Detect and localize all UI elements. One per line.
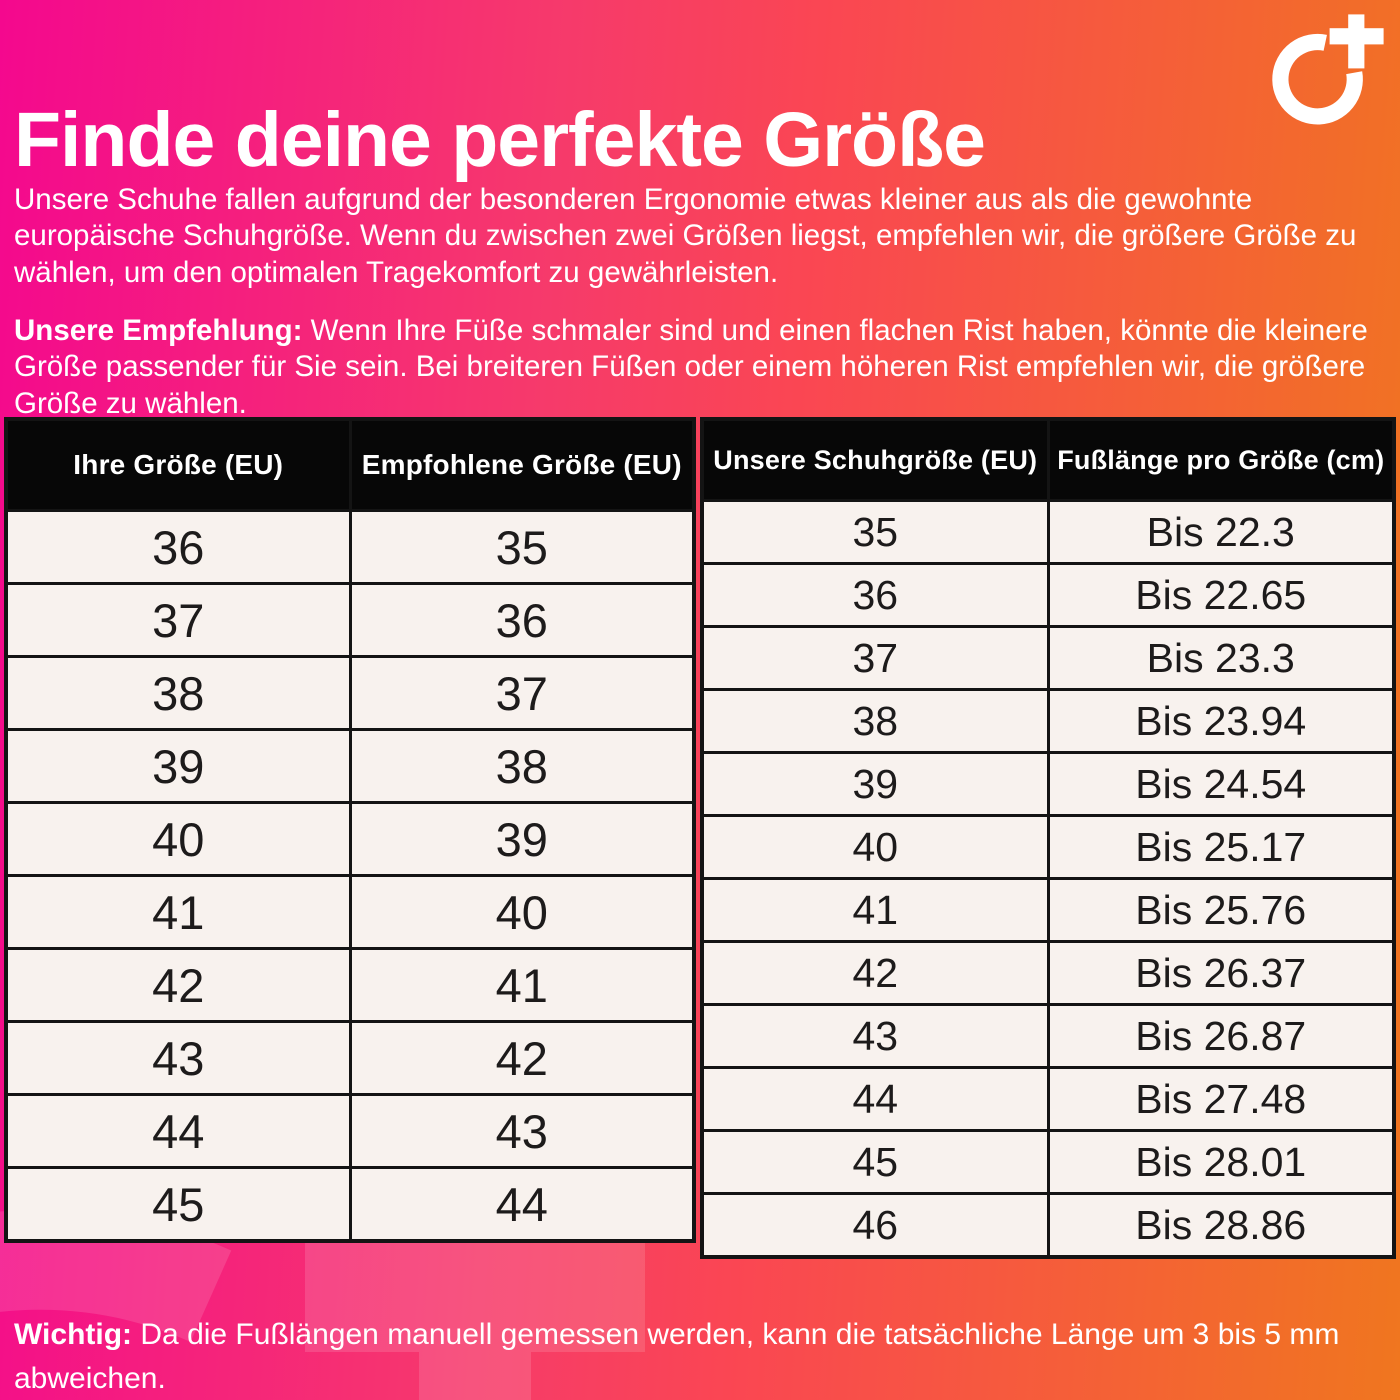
table-cell: 39: [348, 801, 696, 877]
logo-plus-vertical: [1348, 14, 1365, 69]
table-cell: 36: [4, 509, 352, 585]
table-cell: 40: [348, 874, 696, 950]
length-table-body: 35 Bis 22.3 36 Bis 22.65 37 Bis 23.3 38 Bis 23.…: [700, 499, 1396, 1259]
foot-length-row: 35 Bis 22.3: [700, 499, 1396, 565]
table-cell: 36: [348, 582, 696, 658]
length-table-header-foot-length: Fußlänge pro Größe (cm): [1046, 417, 1396, 502]
table-cell: 42: [348, 1020, 696, 1096]
table-cell: Bis 23.3: [1046, 625, 1396, 691]
foot-length-row: 40 Bis 25.17: [700, 814, 1396, 880]
size-conversion-row: 36 35: [4, 509, 696, 585]
foot-length-row: 37 Bis 23.3: [700, 625, 1396, 691]
table-cell: 46: [700, 1192, 1050, 1259]
table-cell: 35: [700, 499, 1050, 565]
table-cell: 42: [700, 940, 1050, 1006]
foot-length-row: 42 Bis 26.37: [700, 940, 1396, 1006]
foot-length-row: 41 Bis 25.76: [700, 877, 1396, 943]
length-table-header-shoe-size: Unsere Schuhgröße (EU): [700, 417, 1050, 502]
table-cell: 42: [4, 947, 352, 1023]
table-cell: 37: [700, 625, 1050, 691]
foot-length-row: 36 Bis 22.65: [700, 562, 1396, 628]
logo-ring: [1272, 33, 1363, 125]
size-table-body: 36 35 37 36 38 37 39 38 40 39 41 40 42 41 43 42 44 43 45 44: [4, 509, 696, 1243]
size-conversion-row: 44 43: [4, 1093, 696, 1169]
table-cell: 37: [4, 582, 352, 658]
size-conversion-row: 37 36: [4, 582, 696, 658]
table-cell: 44: [4, 1093, 352, 1169]
foot-length-row: 46 Bis 28.86: [700, 1192, 1396, 1259]
foot-length-row: 44 Bis 27.48: [700, 1066, 1396, 1132]
important-note: Wichtig: Da die Fußlängen manuell gemess…: [14, 1313, 1399, 1400]
foot-length-table: Unsere Schuhgröße (EU) Fußlänge pro Größ…: [700, 417, 1396, 1259]
table-cell: 44: [700, 1066, 1050, 1132]
table-cell: Bis 22.65: [1046, 562, 1396, 628]
size-conversion-row: 38 37: [4, 655, 696, 731]
size-conversion-row: 45 44: [4, 1166, 696, 1243]
table-cell: 41: [348, 947, 696, 1023]
table-cell: 36: [700, 562, 1050, 628]
table-cell: 38: [4, 655, 352, 731]
table-cell: 38: [348, 728, 696, 804]
table-cell: 41: [4, 874, 352, 950]
table-cell: Bis 28.86: [1046, 1192, 1396, 1259]
table-cell: 38: [700, 688, 1050, 754]
table-cell: 37: [348, 655, 696, 731]
foot-length-row: 43 Bis 26.87: [700, 1003, 1396, 1069]
size-table-header-row: Ihre Größe (EU) Empfohlene Größe (EU): [4, 417, 696, 512]
size-conversion-row: 42 41: [4, 947, 696, 1023]
size-conversion-row: 41 40: [4, 874, 696, 950]
size-conversion-row: 39 38: [4, 728, 696, 804]
table-cell: 43: [4, 1020, 352, 1096]
important-note-body: Da die Fußlängen manuell gemessen werden…: [14, 1318, 1340, 1395]
size-conversion-row: 43 42: [4, 1020, 696, 1096]
foot-length-row: 45 Bis 28.01: [700, 1129, 1396, 1195]
table-cell: 44: [348, 1166, 696, 1243]
recommendation-text: Unsere Empfehlung: Wenn Ihre Füße schmal…: [14, 313, 1399, 424]
table-cell: Bis 26.87: [1046, 1003, 1396, 1069]
size-table-header-recommended-size: Empfohlene Größe (EU): [348, 417, 696, 512]
table-cell: 45: [4, 1166, 352, 1243]
recommendation-body: Wenn Ihre Füße schmaler sind und einen f…: [14, 313, 1368, 421]
length-table-header-row: Unsere Schuhgröße (EU) Fußlänge pro Größ…: [700, 417, 1396, 502]
page-title: Finde deine perfekte Größe: [14, 96, 986, 183]
table-cell: 35: [348, 509, 696, 585]
table-cell: 39: [4, 728, 352, 804]
table-cell: Bis 24.54: [1046, 751, 1396, 817]
important-note-label: Wichtig:: [14, 1318, 133, 1351]
table-cell: Bis 25.17: [1046, 814, 1396, 880]
table-cell: 45: [700, 1129, 1050, 1195]
table-cell: Bis 25.76: [1046, 877, 1396, 943]
table-cell: Bis 22.3: [1046, 499, 1396, 565]
foot-length-row: 39 Bis 24.54: [700, 751, 1396, 817]
table-cell: Bis 28.01: [1046, 1129, 1396, 1195]
table-cell: Bis 23.94: [1046, 688, 1396, 754]
size-conversion-row: 40 39: [4, 801, 696, 877]
table-cell: 41: [700, 877, 1050, 943]
intro-text: Unsere Schuhe fallen aufgrund der besond…: [14, 182, 1357, 290]
table-cell: 39: [700, 751, 1050, 817]
table-cell: Bis 27.48: [1046, 1066, 1396, 1132]
size-table-header-your-size: Ihre Größe (EU): [4, 417, 352, 512]
recommendation-label: Unsere Empfehlung:: [14, 313, 303, 347]
foot-length-row: 38 Bis 23.94: [700, 688, 1396, 754]
table-cell: 43: [348, 1093, 696, 1169]
table-cell: 40: [700, 814, 1050, 880]
table-cell: 43: [700, 1003, 1050, 1069]
size-conversion-table: Ihre Größe (EU) Empfohlene Größe (EU) 36…: [4, 417, 696, 1243]
table-cell: Bis 26.37: [1046, 940, 1396, 1006]
brand-logo-icon: [1272, 14, 1384, 125]
table-cell: 40: [4, 801, 352, 877]
